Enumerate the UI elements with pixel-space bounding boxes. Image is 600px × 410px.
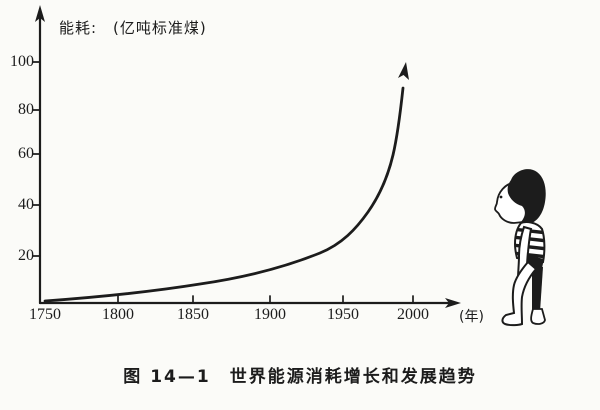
x-tick-label-1750: 1750 — [29, 306, 61, 323]
x-tick-label-1800: 1800 — [102, 306, 134, 323]
y-tick-label-40: 40 — [18, 196, 34, 213]
y-axis-unit-label: 能耗: (亿吨标准煤) — [59, 19, 207, 37]
child-back-leg — [532, 265, 543, 312]
y-axis-arrowhead — [35, 5, 45, 22]
y-tick-marks — [32, 61, 41, 257]
x-tick-label-2000: 2000 — [397, 306, 429, 323]
x-tick-marks — [117, 295, 414, 304]
axis-arrowheads — [35, 5, 461, 308]
x-tick-label-1900: 1900 — [254, 306, 286, 323]
child-illustration — [494, 169, 546, 327]
child-back-foot — [530, 308, 546, 325]
x-axis-unit-label: (年) — [459, 309, 484, 325]
child-front-leg — [501, 260, 538, 327]
child-eye — [499, 195, 503, 199]
y-tick-label-60: 60 — [18, 145, 34, 162]
growth-curve — [43, 86, 405, 303]
y-tick-label-100: 100 — [10, 53, 34, 70]
figure-caption: 图 14—1 世界能源消耗增长和发展趋势 — [123, 367, 477, 387]
y-tick-label-20: 20 — [18, 247, 34, 264]
curve-arrowhead — [398, 62, 409, 80]
x-axis-arrowhead — [445, 298, 461, 308]
y-tick-label-80: 80 — [18, 101, 34, 118]
x-tick-label-1850: 1850 — [177, 306, 209, 323]
x-tick-label-1950: 1950 — [327, 306, 359, 323]
child-hair — [507, 169, 546, 225]
